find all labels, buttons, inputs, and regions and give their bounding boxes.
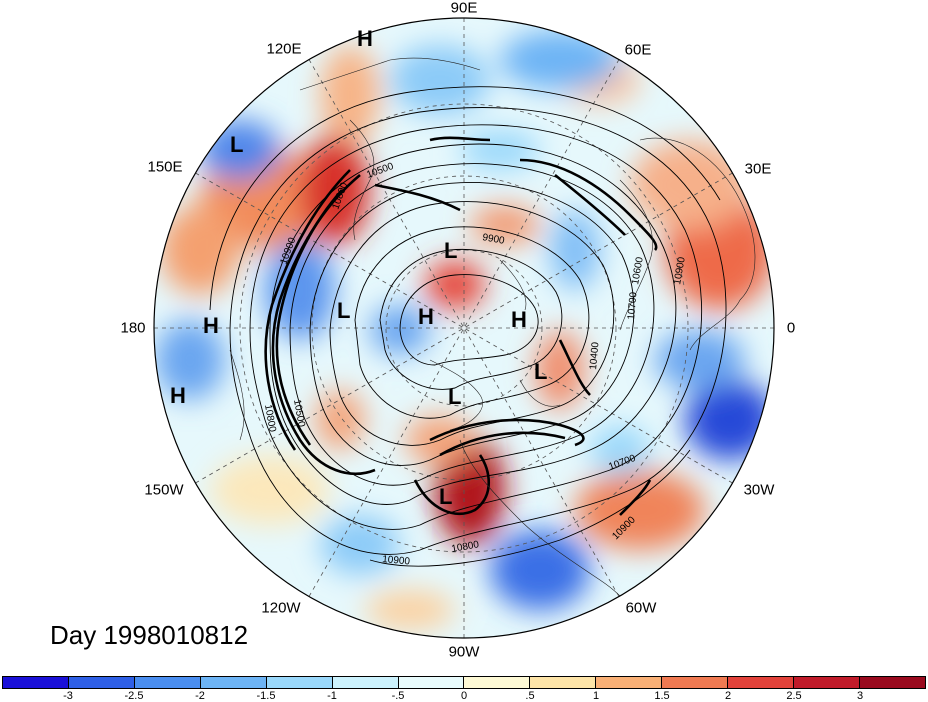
jet-stream-contours [264, 136, 658, 516]
colorbar-tick-label: 1.5 [654, 690, 670, 702]
colorbar-swatch [398, 677, 465, 688]
lon-label-150w: 150W [144, 481, 184, 499]
shaded-anomaly-field [154, 18, 774, 638]
colorbar-swatch [332, 677, 399, 688]
colorbar-tick-label: -2 [195, 690, 205, 702]
lon-label-30w: 30W [743, 481, 775, 499]
lon-label-180: 180 [120, 319, 146, 337]
contour-label: 10900 [382, 554, 411, 567]
colorbar-labels: -3 -2.5 -2 -1.5 -1 -.5 0 .5 1 1.5 2 2.5 3 [2, 690, 926, 702]
contour-label: 10900 [672, 256, 688, 286]
colorbar-swatch [68, 677, 135, 688]
colorbar-tick-label: 3 [856, 690, 864, 702]
colorbar-tick-label: 1 [592, 690, 600, 702]
high-center-pole-b: H [511, 307, 527, 332]
colorbar-swatch [662, 677, 729, 688]
lon-label-120e: 120E [266, 40, 302, 58]
colorbar-tick-label: -.5 [391, 690, 405, 702]
contour-label: 10600 [630, 256, 646, 286]
colorbar-tick-label: -3 [63, 690, 73, 702]
high-center-top: H [357, 26, 373, 51]
lon-label-120w: 120W [261, 599, 301, 617]
lon-label-60w: 60W [625, 599, 657, 617]
day-timestamp-title: Day 1998010812 [50, 620, 249, 650]
colorbar-tick-label: .5 [525, 690, 535, 702]
anomaly-blobs [155, 30, 774, 630]
height-contours-thin [209, 86, 727, 567]
pressure-center-group: H L L L H H H H L L L [170, 26, 547, 509]
colorbar-tick-label: -1.5 [256, 690, 276, 702]
colorbar-swatch [728, 677, 795, 688]
colorbar-swatch [134, 677, 201, 688]
low-center-north-pole-a: L [444, 238, 457, 263]
colorbar-swatch [530, 677, 597, 688]
map-boundary [153, 17, 775, 639]
colorbar [2, 676, 926, 689]
low-center-east: L [534, 359, 547, 384]
contour-label: 10400 [588, 341, 601, 370]
contour-label: 10700 [626, 291, 639, 320]
colorbar-swatch [464, 677, 531, 688]
colorbar-swatch [596, 677, 663, 688]
lon-label-90w: 90W [448, 643, 480, 661]
colorbar-swatch [266, 677, 333, 688]
high-center-pole-a: H [418, 304, 434, 329]
graticule [154, 18, 774, 638]
low-center-northwest: L [230, 132, 243, 157]
colorbar-swatch [3, 677, 69, 688]
colorbar-swatch [794, 677, 860, 688]
lon-label-0: 0 [786, 319, 796, 337]
colorbar-tick-label: 0 [460, 690, 468, 702]
lon-label-90e: 90E [450, 0, 478, 17]
colorbar-tick-label: 2 [724, 690, 732, 702]
contour-label: 9900 [481, 232, 505, 247]
colorbar-tick-label: -1 [327, 690, 337, 702]
contour-label: 10800 [451, 539, 481, 555]
high-center-west: H [170, 383, 186, 408]
colorbar-tick-label: 2.5 [786, 690, 802, 702]
colorbar-tick-label: -2.5 [124, 690, 144, 702]
low-center-canada: L [448, 384, 461, 409]
contour-label: 10800 [262, 404, 278, 434]
colorbar-swatch [859, 677, 925, 688]
low-center-west-a: L [337, 298, 350, 323]
high-center-dateline: H [203, 313, 219, 338]
colorbar-swatch [200, 677, 267, 688]
lon-label-30e: 30E [744, 160, 772, 178]
lon-label-150e: 150E [147, 158, 183, 176]
lon-label-60e: 60E [624, 41, 652, 59]
low-center-south: L [439, 484, 452, 509]
contour-label: 10500 [291, 399, 307, 429]
